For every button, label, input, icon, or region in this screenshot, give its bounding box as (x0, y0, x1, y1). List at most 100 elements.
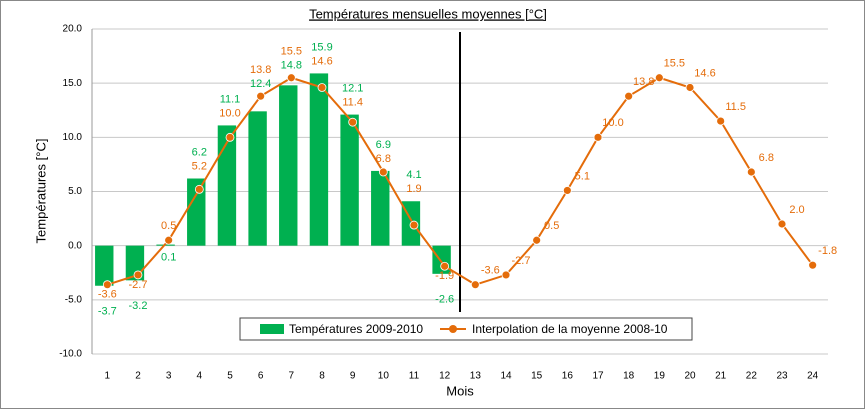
line-point (808, 260, 818, 270)
data-label: -3.2 (129, 300, 148, 312)
x-tick-label: 21 (715, 371, 727, 382)
x-tick-label: 14 (500, 371, 512, 382)
line-point (133, 270, 143, 280)
x-tick-label: 4 (197, 371, 203, 382)
legend-swatch (449, 325, 457, 333)
line-point (409, 220, 419, 230)
data-label: 6.9 (376, 139, 391, 151)
line-point (532, 235, 542, 245)
line-point (501, 270, 511, 280)
data-label: -2.7 (129, 279, 148, 291)
bar (371, 170, 390, 246)
x-tick-label: 19 (654, 371, 666, 382)
data-label: 5.1 (575, 170, 590, 182)
y-tick-label: 20.0 (63, 24, 83, 35)
data-label: 10.0 (219, 107, 240, 119)
data-label: -3.7 (98, 306, 117, 318)
x-tick-label: 1 (105, 371, 111, 382)
x-tick-label: 17 (592, 371, 604, 382)
data-label: 10.0 (602, 117, 623, 129)
line-point (378, 167, 388, 177)
bar (187, 178, 206, 246)
line-point (593, 132, 603, 142)
line-point (348, 117, 358, 127)
x-axis-label: Mois (446, 383, 474, 398)
x-tick-label: 12 (439, 371, 451, 382)
data-label: 11.1 (220, 93, 241, 105)
line-point (562, 186, 572, 195)
line-point (716, 116, 726, 126)
x-tick-label: 5 (227, 371, 233, 382)
data-label: 0.5 (544, 220, 559, 232)
y-tick-label: -10.0 (59, 349, 82, 360)
y-tick-label: -5.0 (65, 294, 83, 305)
y-tick-label: 5.0 (68, 186, 82, 197)
x-tick-label: 20 (684, 371, 696, 382)
x-tick-label: 3 (166, 371, 172, 382)
line-point (440, 261, 450, 271)
line-point (164, 235, 174, 245)
y-tick-label: 10.0 (63, 132, 83, 143)
data-label: 15.9 (311, 41, 332, 53)
data-label: 14.6 (694, 67, 715, 79)
bar (309, 73, 329, 246)
line-point (746, 167, 756, 177)
data-label: 6.8 (759, 152, 774, 164)
data-label: 13.8 (250, 64, 271, 76)
data-label: 0.1 (161, 252, 176, 264)
data-label: 14.8 (281, 60, 302, 72)
data-label: -1.9 (435, 270, 454, 282)
x-tick-label: 9 (350, 371, 356, 382)
data-label: 11.4 (342, 96, 363, 108)
x-tick-label: 8 (319, 371, 325, 382)
legend-label: Interpolation de la moyenne 2008-10 (472, 322, 668, 336)
y-axis-label: Températures [°C] (33, 139, 48, 244)
data-label: 4.1 (406, 169, 421, 181)
data-label: 13.8 (633, 76, 654, 88)
legend-label: Températures 2009-2010 (289, 322, 423, 336)
line (107, 76, 814, 286)
line-point (624, 91, 634, 101)
data-label: -3.6 (98, 289, 117, 301)
bar (279, 85, 298, 246)
legend-swatch (260, 324, 284, 334)
data-label: 12.4 (250, 78, 271, 90)
x-tick-label: 6 (258, 371, 264, 382)
line-point (225, 132, 235, 142)
data-label: 5.2 (192, 160, 207, 172)
data-label: 6.8 (376, 153, 391, 165)
data-label: 15.5 (281, 46, 302, 58)
data-label: 14.6 (311, 55, 332, 67)
line-point (470, 280, 480, 290)
x-tick-label: 13 (470, 371, 482, 382)
y-tick-label: 15.0 (63, 78, 83, 89)
line-point (317, 83, 327, 92)
x-tick-label: 24 (807, 371, 819, 382)
line-point (685, 83, 695, 92)
bar (340, 114, 359, 246)
line-point (256, 91, 266, 101)
data-label: 11.5 (725, 101, 746, 113)
x-tick-label: 10 (378, 371, 390, 382)
data-label: 6.2 (192, 146, 207, 158)
line-point (654, 73, 664, 83)
bar (217, 125, 237, 246)
bar (95, 245, 114, 286)
x-tick-label: 16 (562, 371, 574, 382)
data-label: 2.0 (789, 204, 804, 216)
x-tick-label: 18 (623, 371, 635, 382)
chart-title: Températures mensuelles moyennes [°C] (309, 6, 547, 21)
line-point (286, 73, 296, 83)
line-point (194, 184, 204, 194)
x-tick-label: 7 (289, 371, 295, 382)
legend: Températures 2009-2010 Interpolation de l… (239, 317, 693, 341)
data-label: 1.9 (406, 183, 421, 195)
x-tick-label: 2 (135, 371, 141, 382)
y-tick-label: 0.0 (68, 240, 82, 251)
x-tick-label: 15 (531, 371, 543, 382)
x-tick-label: 23 (776, 371, 788, 382)
x-tick-label: 22 (746, 371, 758, 382)
data-label: 0.5 (161, 220, 176, 232)
